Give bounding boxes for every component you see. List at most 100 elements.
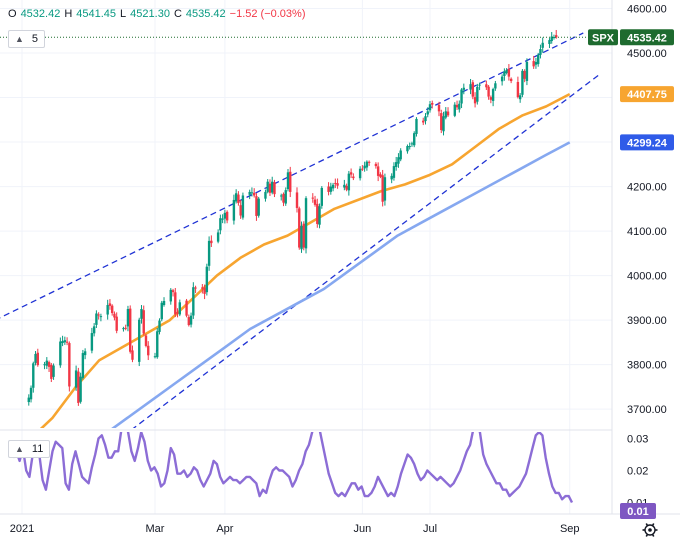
open-label: O <box>8 8 17 20</box>
candle <box>548 38 551 49</box>
candle <box>487 85 490 100</box>
candle <box>471 80 475 100</box>
candle <box>45 357 49 370</box>
candle <box>397 153 400 168</box>
price-tick-label: 3800.00 <box>627 360 667 372</box>
candle <box>491 87 495 107</box>
candle <box>189 312 193 328</box>
candle <box>334 178 337 189</box>
candle <box>138 317 141 367</box>
candle <box>390 173 393 184</box>
candle <box>442 111 445 136</box>
candle <box>446 107 450 117</box>
candle <box>295 187 299 213</box>
candle <box>494 80 497 91</box>
candle <box>174 288 177 318</box>
candle <box>455 100 459 110</box>
candle <box>74 365 78 391</box>
candle <box>63 336 67 345</box>
candle <box>284 187 287 206</box>
candle <box>122 326 125 332</box>
candle <box>210 235 213 248</box>
time-tick-label: Apr <box>216 523 233 535</box>
candle <box>241 192 245 220</box>
candle <box>97 312 100 320</box>
candle <box>555 29 558 39</box>
candle <box>255 193 258 221</box>
candle <box>304 196 308 254</box>
candle <box>316 198 319 228</box>
candle <box>126 305 130 332</box>
svg-text:4407.75: 4407.75 <box>627 89 667 101</box>
chart-settings-gear-icon[interactable] <box>642 523 658 537</box>
candle <box>115 312 118 334</box>
candle <box>34 350 37 366</box>
candle <box>106 299 109 320</box>
candle <box>507 64 511 81</box>
candle <box>153 352 157 359</box>
candle <box>178 299 181 317</box>
candle <box>140 305 143 324</box>
candle <box>552 34 556 40</box>
candle <box>219 214 222 235</box>
candle <box>234 189 238 204</box>
candle <box>422 117 425 126</box>
price-tick-label: 4000.00 <box>627 271 667 283</box>
candle <box>81 349 85 380</box>
price-tick-label: 3700.00 <box>627 404 667 416</box>
candle <box>516 76 520 99</box>
ma-fast-tag: 4407.75 <box>620 86 674 103</box>
candle <box>237 191 240 206</box>
candle <box>410 141 414 147</box>
candle <box>302 221 305 251</box>
time-axis[interactable]: 2021 Mar Apr Jun Jul Sep <box>10 523 580 535</box>
candle <box>453 102 456 118</box>
candle <box>192 282 195 319</box>
price-tick-label: 4100.00 <box>627 226 667 238</box>
candle <box>110 304 114 316</box>
candle <box>273 179 276 198</box>
candle <box>36 348 39 367</box>
candle <box>248 189 251 200</box>
candle <box>361 165 364 171</box>
indicator-collapse-toggle[interactable]: ▲ 5 <box>8 30 46 48</box>
candle <box>313 195 317 207</box>
price-tags: SPX 4535.42 4407.75 4299.24 0.01 <box>588 29 674 519</box>
candle <box>47 360 51 372</box>
candle <box>32 361 35 393</box>
candle <box>216 229 220 244</box>
candle <box>124 324 127 331</box>
candle <box>376 162 380 182</box>
candle <box>201 284 204 294</box>
svg-text:SPX: SPX <box>592 32 615 44</box>
candle <box>29 385 33 403</box>
candle <box>169 288 172 305</box>
candle <box>176 308 179 318</box>
candle <box>311 193 314 203</box>
price-tick-label: 4600.00 <box>627 4 667 16</box>
candle <box>289 166 292 198</box>
candle <box>444 107 447 120</box>
candle <box>331 182 335 192</box>
candle <box>394 156 398 171</box>
candle <box>59 337 62 368</box>
candle <box>264 189 267 202</box>
candle <box>505 68 508 75</box>
candle <box>428 101 432 113</box>
candle <box>129 305 132 354</box>
candle <box>413 131 416 148</box>
close-value: 4535.42 <box>185 8 226 20</box>
oscillator-collapse-toggle[interactable]: ▲ 11 <box>8 440 51 458</box>
channel-upper-line <box>0 32 584 319</box>
candle <box>383 173 387 206</box>
candle <box>131 345 134 363</box>
time-tick-label: Mar <box>146 523 165 535</box>
candle <box>280 193 283 201</box>
candle <box>399 148 402 162</box>
change-value: −1.52 (−0.03%) <box>229 8 306 20</box>
candle <box>374 162 378 169</box>
svg-text:0.01: 0.01 <box>627 506 648 518</box>
candle <box>77 367 80 406</box>
trend-channel <box>0 32 602 428</box>
